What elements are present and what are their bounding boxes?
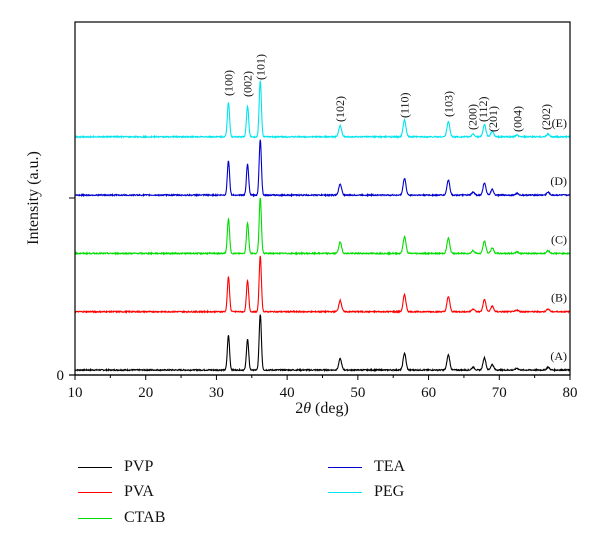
series-line-peg	[74, 80, 571, 140]
legend-swatch	[78, 491, 112, 493]
x-tick-label: 40	[280, 385, 295, 401]
peak-label: (200)	[465, 104, 479, 130]
peak-label: (202)	[539, 104, 553, 130]
series-tag: (D)	[550, 174, 567, 188]
peak-label: (103)	[441, 91, 455, 117]
legend-label: PEG	[374, 483, 405, 500]
legend-swatch	[328, 466, 362, 468]
y-axis: 0	[57, 197, 75, 384]
series-line-tea	[74, 139, 571, 198]
series-tag: (E)	[552, 116, 567, 130]
peak-label: (004)	[511, 106, 525, 132]
series-line-pva	[74, 255, 571, 315]
legend-label: PVP	[124, 458, 154, 475]
peak-label: (102)	[333, 96, 347, 122]
plot-frame	[74, 21, 571, 376]
peak-label: (112)	[476, 96, 490, 122]
peak-label: (101)	[253, 54, 267, 80]
x-tick-label: 30	[209, 385, 224, 401]
series-tag: (C)	[551, 232, 567, 246]
legend-swatch	[78, 466, 112, 468]
series-layer	[74, 80, 571, 373]
y-tick-label: 0	[57, 368, 65, 384]
x-tick-label: 80	[563, 385, 578, 401]
legend-label: CTAB	[124, 509, 166, 526]
legend-item-pva: PVA	[78, 480, 154, 504]
x-axis-title: 2θ (deg)	[295, 400, 349, 417]
y-axis-title: Intensity (a.u.)	[25, 151, 42, 245]
peak-label: (110)	[398, 92, 412, 118]
legend-label: TEA	[374, 458, 406, 475]
x-tick-label: 10	[68, 385, 83, 401]
peak-label: (002)	[241, 71, 255, 97]
peak-labels: (100) (002)(101) (102) (110) (103) (200)(112)…	[221, 54, 553, 132]
x-tick-label: 50	[350, 385, 365, 401]
x-tick-label: 60	[421, 385, 436, 401]
legend-label: PVA	[124, 483, 154, 500]
legend-item-pvp: PVP	[78, 455, 153, 479]
series-tag: (A)	[550, 349, 567, 363]
legend-swatch	[78, 517, 112, 519]
legend-item-tea: TEA	[328, 455, 405, 479]
xrd-chart: 10 20 30 40 50 60 70 80 0 (100) (002)(101)(102)(…	[25, 21, 578, 417]
peak-label: (201)	[486, 106, 500, 132]
x-axis: 10 20 30 40 50 60 70 80	[68, 374, 578, 401]
x-tick-label: 70	[492, 385, 507, 401]
legend-swatch	[328, 491, 362, 493]
legend-item-ctab: CTAB	[78, 506, 165, 530]
peak-label: (100)	[221, 70, 235, 96]
legend-item-peg: PEG	[328, 480, 404, 504]
series-line-pvp	[74, 314, 571, 373]
series-tag: (B)	[551, 291, 567, 305]
series-tags: (A) (B) (C) (D) (E)	[550, 116, 567, 363]
series-line-ctab	[74, 197, 571, 256]
x-tick-label: 20	[138, 385, 153, 401]
legend: PVP PVA CTAB TEA PEG	[0, 455, 600, 551]
